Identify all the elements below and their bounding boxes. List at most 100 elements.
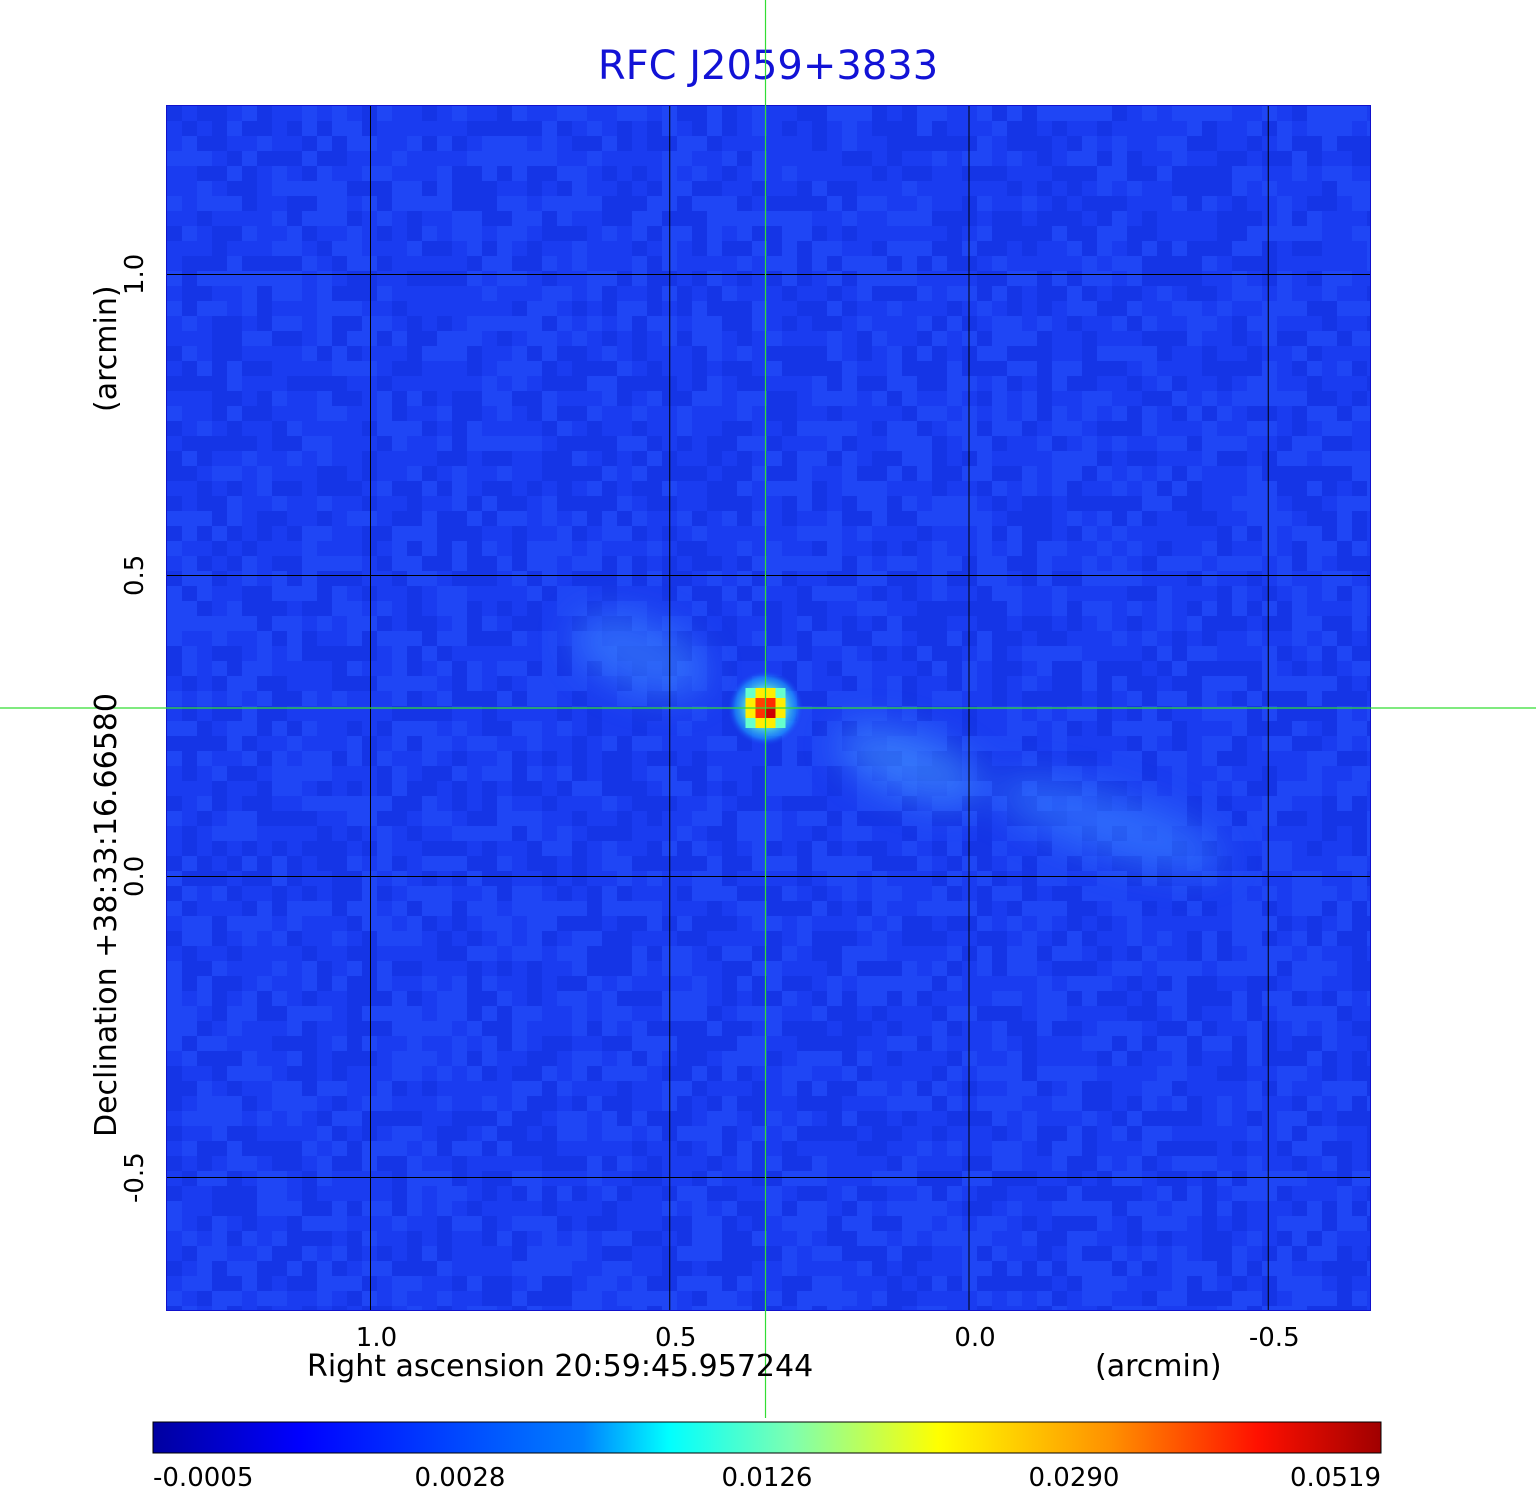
noise-pixel bbox=[587, 271, 602, 286]
noise-pixel bbox=[857, 211, 872, 226]
noise-pixel bbox=[482, 736, 497, 751]
noise-pixel bbox=[1277, 631, 1292, 646]
noise-pixel bbox=[527, 316, 542, 331]
noise-pixel bbox=[422, 676, 437, 691]
noise-pixel bbox=[722, 166, 737, 181]
noise-pixel bbox=[617, 181, 632, 196]
noise-pixel bbox=[167, 916, 182, 931]
noise-pixel bbox=[1202, 226, 1217, 241]
noise-pixel bbox=[827, 271, 842, 286]
noise-pixel bbox=[482, 616, 497, 631]
noise-pixel bbox=[227, 406, 242, 421]
noise-pixel bbox=[1157, 586, 1172, 601]
noise-pixel bbox=[1082, 571, 1097, 586]
noise-pixel bbox=[167, 811, 182, 826]
noise-pixel bbox=[572, 391, 587, 406]
noise-pixel bbox=[977, 436, 992, 451]
noise-pixel bbox=[1082, 766, 1097, 781]
noise-pixel bbox=[332, 136, 347, 151]
noise-pixel bbox=[1022, 676, 1037, 691]
noise-pixel bbox=[827, 256, 842, 271]
noise-pixel bbox=[947, 856, 962, 871]
noise-pixel bbox=[557, 391, 572, 406]
noise-pixel bbox=[437, 166, 452, 181]
noise-pixel bbox=[212, 841, 227, 856]
noise-pixel bbox=[797, 931, 812, 946]
noise-pixel bbox=[572, 166, 587, 181]
noise-pixel bbox=[857, 946, 872, 961]
noise-pixel bbox=[707, 466, 722, 481]
noise-pixel bbox=[827, 631, 842, 646]
noise-pixel bbox=[932, 361, 947, 376]
noise-pixel bbox=[992, 616, 1007, 631]
noise-pixel bbox=[347, 961, 362, 976]
noise-pixel bbox=[497, 601, 512, 616]
noise-pixel bbox=[692, 976, 707, 991]
noise-pixel bbox=[1232, 766, 1247, 781]
noise-pixel bbox=[887, 136, 902, 151]
noise-pixel bbox=[872, 856, 887, 871]
noise-pixel bbox=[1367, 736, 1370, 751]
noise-pixel bbox=[872, 346, 887, 361]
noise-pixel bbox=[242, 526, 257, 541]
noise-pixel bbox=[482, 946, 497, 961]
noise-pixel bbox=[317, 406, 332, 421]
noise-pixel bbox=[1067, 226, 1082, 241]
noise-pixel bbox=[1292, 976, 1307, 991]
noise-pixel bbox=[1007, 526, 1022, 541]
noise-pixel bbox=[1217, 766, 1232, 781]
noise-pixel bbox=[872, 481, 887, 496]
noise-pixel bbox=[1097, 346, 1112, 361]
noise-pixel bbox=[332, 661, 347, 676]
noise-pixel bbox=[1112, 661, 1127, 676]
noise-pixel bbox=[1112, 766, 1127, 781]
noise-pixel bbox=[407, 181, 422, 196]
noise-pixel bbox=[1322, 796, 1337, 811]
noise-pixel bbox=[752, 586, 767, 601]
noise-pixel bbox=[497, 781, 512, 796]
noise-pixel bbox=[542, 931, 557, 946]
noise-pixel bbox=[857, 151, 872, 166]
noise-pixel bbox=[1337, 421, 1352, 436]
noise-pixel bbox=[332, 556, 347, 571]
noise-pixel bbox=[812, 616, 827, 631]
noise-pixel bbox=[317, 991, 332, 1006]
noise-pixel bbox=[377, 481, 392, 496]
noise-pixel bbox=[617, 241, 632, 256]
noise-pixel bbox=[557, 961, 572, 976]
noise-pixel bbox=[347, 781, 362, 796]
noise-pixel bbox=[1292, 301, 1307, 316]
noise-pixel bbox=[362, 556, 377, 571]
noise-pixel bbox=[437, 1021, 452, 1036]
noise-pixel bbox=[302, 466, 317, 481]
noise-pixel bbox=[827, 856, 842, 871]
noise-pixel bbox=[1082, 616, 1097, 631]
noise-pixel bbox=[482, 871, 497, 886]
noise-pixel bbox=[737, 391, 752, 406]
noise-pixel bbox=[722, 136, 737, 151]
noise-pixel bbox=[842, 676, 857, 691]
noise-pixel bbox=[332, 541, 347, 556]
noise-pixel bbox=[1352, 826, 1367, 841]
noise-pixel bbox=[197, 436, 212, 451]
noise-pixel bbox=[1322, 496, 1337, 511]
noise-pixel bbox=[542, 436, 557, 451]
noise-pixel bbox=[467, 766, 482, 781]
noise-pixel bbox=[212, 991, 227, 1006]
noise-pixel bbox=[887, 541, 902, 556]
noise-pixel bbox=[677, 586, 692, 601]
noise-pixel bbox=[1322, 361, 1337, 376]
noise-pixel bbox=[572, 916, 587, 931]
noise-pixel bbox=[377, 706, 392, 721]
noise-pixel bbox=[167, 481, 182, 496]
noise-pixel bbox=[917, 211, 932, 226]
noise-pixel bbox=[1022, 286, 1037, 301]
noise-pixel bbox=[1127, 526, 1142, 541]
noise-pixel bbox=[167, 991, 182, 1006]
noise-pixel bbox=[812, 151, 827, 166]
noise-pixel bbox=[302, 256, 317, 271]
noise-pixel bbox=[992, 721, 1007, 736]
noise-pixel bbox=[287, 646, 302, 661]
noise-pixel bbox=[812, 376, 827, 391]
noise-pixel bbox=[1052, 331, 1067, 346]
